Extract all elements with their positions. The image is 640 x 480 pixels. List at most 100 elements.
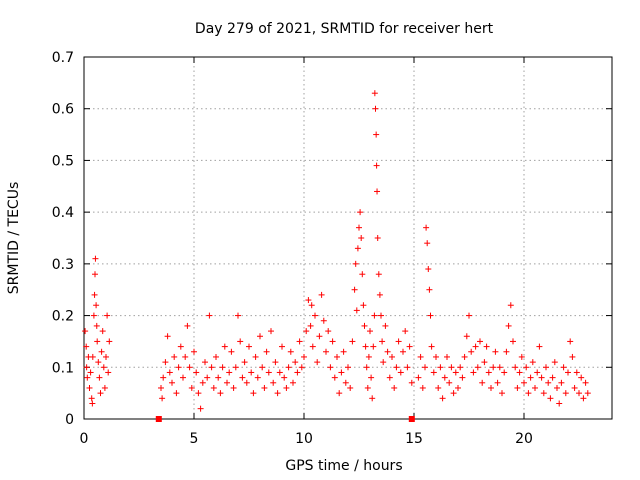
data-point xyxy=(217,390,224,397)
data-point xyxy=(441,374,448,381)
data-point xyxy=(426,286,433,293)
data-point xyxy=(257,333,263,340)
data-point xyxy=(82,328,89,335)
data-point xyxy=(384,348,391,355)
data-point xyxy=(204,374,211,381)
data-point xyxy=(459,374,466,381)
data-point xyxy=(578,374,585,381)
data-point xyxy=(162,359,169,366)
data-point xyxy=(347,384,354,391)
data-point xyxy=(314,359,321,366)
data-point xyxy=(450,390,457,397)
data-point xyxy=(166,369,173,376)
data-point xyxy=(470,369,477,376)
data-point xyxy=(571,384,578,391)
y-tick-label: 0 xyxy=(65,412,74,428)
y-tick-label: 0.1 xyxy=(52,360,74,376)
data-point xyxy=(169,379,175,386)
data-point xyxy=(382,322,389,329)
data-point xyxy=(538,374,545,381)
data-point xyxy=(261,384,268,391)
data-point xyxy=(87,369,94,376)
data-points xyxy=(82,90,591,422)
data-point xyxy=(422,364,428,371)
data-point xyxy=(556,400,563,407)
data-point xyxy=(472,343,479,350)
data-point xyxy=(527,374,534,381)
data-point xyxy=(184,322,191,329)
data-point xyxy=(334,353,340,360)
data-point xyxy=(316,333,323,340)
data-point xyxy=(362,343,369,350)
data-point xyxy=(202,359,208,366)
y-tick-label: 0.3 xyxy=(52,257,74,273)
x-tick-label: 10 xyxy=(295,431,313,447)
data-point xyxy=(393,364,400,371)
x-tick-label: 15 xyxy=(405,431,423,447)
data-point xyxy=(294,369,301,376)
data-point xyxy=(501,369,508,376)
data-point xyxy=(243,379,250,386)
square-marker xyxy=(155,416,162,422)
data-point xyxy=(576,390,582,397)
data-point xyxy=(573,369,580,376)
data-point xyxy=(514,384,521,391)
data-point xyxy=(195,390,202,397)
data-point xyxy=(386,374,393,381)
data-point xyxy=(425,266,432,273)
data-point xyxy=(369,395,376,402)
data-point xyxy=(435,384,442,391)
data-point xyxy=(265,369,272,376)
data-point xyxy=(228,348,235,355)
data-point xyxy=(543,364,549,371)
data-point xyxy=(290,379,296,386)
data-point xyxy=(444,353,450,360)
data-point xyxy=(235,312,241,319)
data-point xyxy=(345,364,351,371)
data-point xyxy=(208,364,215,371)
data-point xyxy=(523,364,530,371)
data-point xyxy=(106,338,113,345)
data-point xyxy=(367,328,373,335)
data-point xyxy=(86,384,93,391)
data-point xyxy=(565,369,571,376)
data-point xyxy=(88,395,95,402)
data-point xyxy=(374,188,381,195)
data-point xyxy=(327,364,334,371)
data-point xyxy=(91,291,98,298)
data-point xyxy=(239,374,246,381)
data-point xyxy=(547,395,554,402)
data-point xyxy=(342,379,349,386)
data-point xyxy=(83,364,90,371)
data-point xyxy=(164,333,171,340)
x-tick-label: 20 xyxy=(515,431,533,447)
data-point xyxy=(89,353,96,360)
data-point xyxy=(312,312,318,319)
data-point xyxy=(477,338,483,345)
data-point xyxy=(226,369,233,376)
data-point xyxy=(303,328,310,335)
data-point xyxy=(175,364,182,371)
data-point xyxy=(492,348,499,355)
data-point xyxy=(415,374,422,381)
data-point xyxy=(215,374,222,381)
data-point xyxy=(479,379,486,386)
data-point xyxy=(582,379,589,386)
data-point xyxy=(90,312,97,319)
data-point xyxy=(250,390,257,397)
data-point xyxy=(287,348,294,355)
data-point xyxy=(285,364,292,371)
data-point xyxy=(206,312,213,319)
data-point xyxy=(329,338,336,345)
data-point xyxy=(193,369,200,376)
data-point xyxy=(197,405,204,412)
data-point xyxy=(89,400,96,407)
y-tick-label: 0.4 xyxy=(52,205,74,221)
data-point xyxy=(93,322,100,329)
data-point xyxy=(503,348,510,355)
data-point xyxy=(320,317,327,324)
chart-title: Day 279 of 2021, SRMTID for receiver her… xyxy=(195,21,494,37)
data-point xyxy=(580,395,587,402)
data-point xyxy=(361,322,368,329)
data-point xyxy=(395,338,402,345)
